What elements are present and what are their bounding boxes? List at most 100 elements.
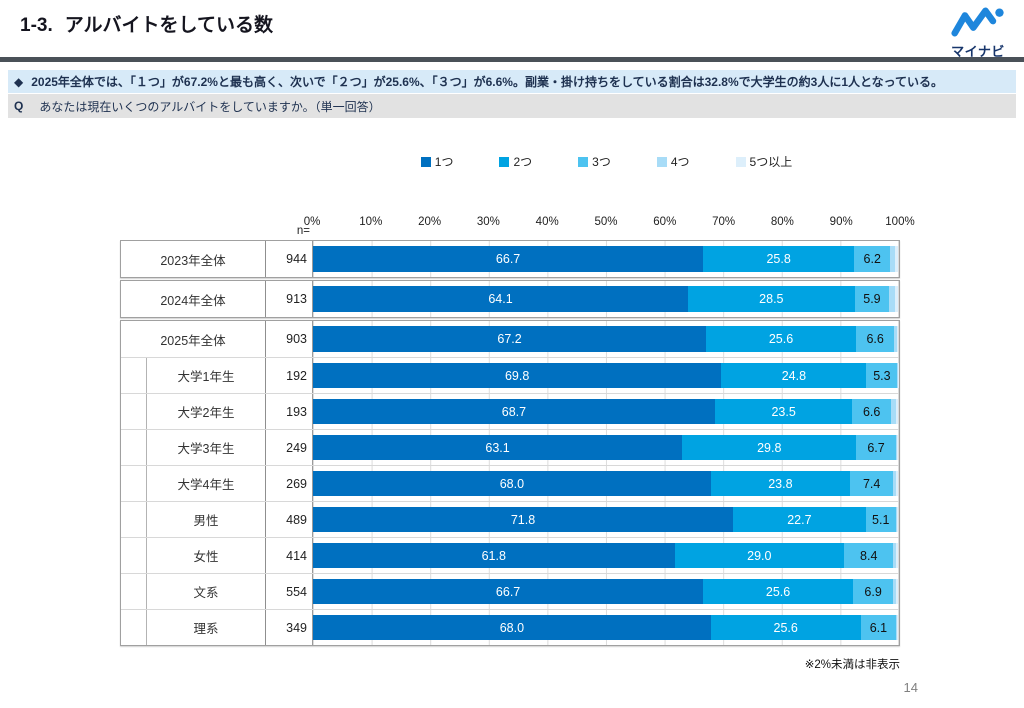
- bar-segment-3つ: 5.1: [865, 507, 896, 532]
- row-label: 大学2年生: [146, 394, 266, 429]
- bar-value-label: 66.7: [495, 252, 521, 266]
- mynavi-logo: マイナビ: [946, 5, 1010, 58]
- bar-value-label: 6.6: [862, 404, 881, 419]
- bar-value-label: 25.8: [766, 252, 791, 266]
- bar-value-label: 7.4: [862, 476, 881, 491]
- bar-segment-5つ以上: [897, 615, 898, 640]
- bar-segment-5つ以上: [895, 399, 898, 424]
- row-n-value: 349: [266, 610, 313, 645]
- question-text: あなたは現在いくつのアルバイトをしていますか。（単一回答）: [39, 99, 381, 114]
- bar-segment-4つ: [893, 579, 897, 604]
- page-title: 1-3. アルバイトをしている数: [20, 10, 273, 37]
- bar-segment-1つ: 69.8: [313, 363, 722, 388]
- row-plot-area: 68.0 23.8 7.4: [313, 466, 899, 501]
- bar-segment-3つ: 6.1: [860, 615, 897, 640]
- bar-segment-4つ: [896, 615, 898, 640]
- bar-segment-1つ: 68.0: [313, 615, 711, 640]
- chart-row-大学3年生: 大学3年生 249 63.1 29.8 6.7: [121, 429, 899, 465]
- bar-segment-1つ: 68.7: [313, 399, 715, 424]
- row-n-value: 193: [266, 394, 313, 429]
- bar-segment-2つ: 23.5: [714, 399, 853, 424]
- row-plot-area: 67.2 25.6 6.6: [313, 321, 899, 357]
- legend-label: 3つ: [592, 155, 611, 169]
- chart-group-0: 2023年全体 944 66.7 25.8 6.2: [120, 240, 900, 278]
- row-plot-area: 68.7 23.5 6.6: [313, 394, 899, 429]
- row-label: 文系: [146, 574, 266, 609]
- header-divider: [0, 57, 1024, 62]
- bar-value-label: 68.0: [499, 620, 525, 635]
- bar-segment-4つ: [890, 246, 896, 272]
- bar-value-label: 61.8: [481, 548, 506, 563]
- axis-tick: 0%: [303, 216, 321, 228]
- bar-value-label: 6.7: [867, 440, 885, 455]
- section-number: 1-3.: [20, 15, 53, 36]
- axis-tick: 50%: [594, 216, 618, 228]
- bar-segment-3つ: 6.6: [852, 399, 891, 424]
- row-label: 2023年全体: [121, 241, 266, 277]
- legend-item-0: 1つ: [420, 153, 453, 170]
- bar-segment-3つ: 7.4: [850, 471, 894, 496]
- axis-tick: 30%: [476, 216, 500, 228]
- bar-value-label: 5.3: [873, 368, 891, 383]
- bar-value-label: 6.2: [863, 252, 881, 266]
- bar-value-label: 6.6: [866, 332, 884, 346]
- row-label: 2025年全体: [121, 321, 266, 357]
- bar-segment-3つ: 6.9: [852, 579, 894, 604]
- bar-value-label: 68.0: [499, 476, 525, 491]
- diamond-icon: ◆: [14, 74, 24, 89]
- bar-segment-4つ: [890, 399, 896, 424]
- bar-segment-1つ: 61.8: [313, 543, 675, 568]
- bar-segment-4つ: [893, 471, 897, 496]
- summary-text: 2025年全体では、「１つ」が67.2%と最も高く、次いで「２つ」が25.6%、…: [31, 75, 944, 89]
- legend-swatch-icon: [578, 156, 589, 167]
- row-plot-area: 66.7 25.8 6.2: [313, 241, 899, 277]
- legend-swatch-icon: [656, 156, 667, 167]
- chart-row-大学2年生: 大学2年生 193 68.7 23.5 6.6: [121, 393, 899, 429]
- bar-segment-2つ: 28.5: [687, 286, 855, 312]
- axis-tick: 40%: [535, 216, 559, 228]
- bar-segment-3つ: 5.9: [854, 286, 890, 312]
- row-plot-area: 68.0 25.6 6.1: [313, 610, 899, 645]
- stacked-bar: 66.7 25.8 6.2: [313, 246, 898, 272]
- n-equals-label: n=: [296, 225, 310, 237]
- bar-value-label: 68.7: [501, 404, 527, 419]
- legend-swatch-icon: [499, 156, 510, 167]
- bar-segment-3つ: 6.6: [855, 326, 895, 352]
- chart-row-2023年全体: 2023年全体 944 66.7 25.8 6.2: [121, 241, 899, 277]
- legend-item-2: 3つ: [578, 153, 611, 170]
- bar-value-label: 29.0: [747, 548, 772, 563]
- bar-segment-3つ: 6.7: [856, 435, 896, 460]
- bar-value-label: 24.8: [781, 368, 807, 383]
- axis-tick: 10%: [359, 216, 383, 228]
- axis-ticks: 0% 10% 20% 30% 40% 50% 60% 70% 80% 90% 100%: [304, 212, 915, 238]
- legend-swatch-icon: [420, 156, 431, 167]
- bar-segment-2つ: 29.8: [682, 435, 857, 460]
- bar-segment-5つ以上: [897, 435, 898, 460]
- question-callout: Q あなたは現在いくつのアルバイトをしていますか。（単一回答）: [8, 94, 1016, 118]
- bar-value-label: 23.8: [768, 476, 793, 491]
- bar-segment-2つ: 25.6: [703, 579, 853, 604]
- legend-item-4: 5つ以上: [735, 153, 792, 170]
- bar-segment-5つ以上: [895, 246, 898, 272]
- question-marker: Q: [14, 99, 24, 113]
- x-axis: n= 0% 10% 20% 30% 40% 50% 60% 70% 80% 90% 100%: [120, 212, 915, 238]
- bar-segment-1つ: 66.7: [313, 246, 704, 272]
- row-label: 2024年全体: [121, 281, 266, 317]
- bar-segment-5つ以上: [897, 507, 898, 532]
- bar-segment-3つ: 8.4: [844, 543, 894, 568]
- mynavi-wave-icon: [950, 7, 1006, 43]
- title-text: アルバイトをしている数: [64, 15, 273, 36]
- bar-segment-3つ: 5.3: [866, 363, 898, 388]
- bar-segment-5つ以上: [896, 543, 898, 568]
- summary-callout: ◆ 2025年全体では、「１つ」が67.2%と最も高く、次いで「２つ」が25.6…: [8, 70, 1016, 93]
- chart-row-女性: 女性 414 61.8 29.0 8.4: [121, 537, 899, 573]
- bar-segment-4つ: [893, 543, 897, 568]
- bar-segment-2つ: 22.7: [733, 507, 866, 532]
- bar-value-label: 25.6: [773, 620, 798, 635]
- bar-segment-1つ: 63.1: [313, 435, 683, 460]
- legend-label: 4つ: [670, 155, 690, 169]
- row-n-value: 913: [266, 281, 313, 317]
- stacked-bar: 68.0 23.8 7.4: [313, 471, 898, 496]
- chart-row-2024年全体: 2024年全体 913 64.1 28.5 5.9: [121, 281, 899, 317]
